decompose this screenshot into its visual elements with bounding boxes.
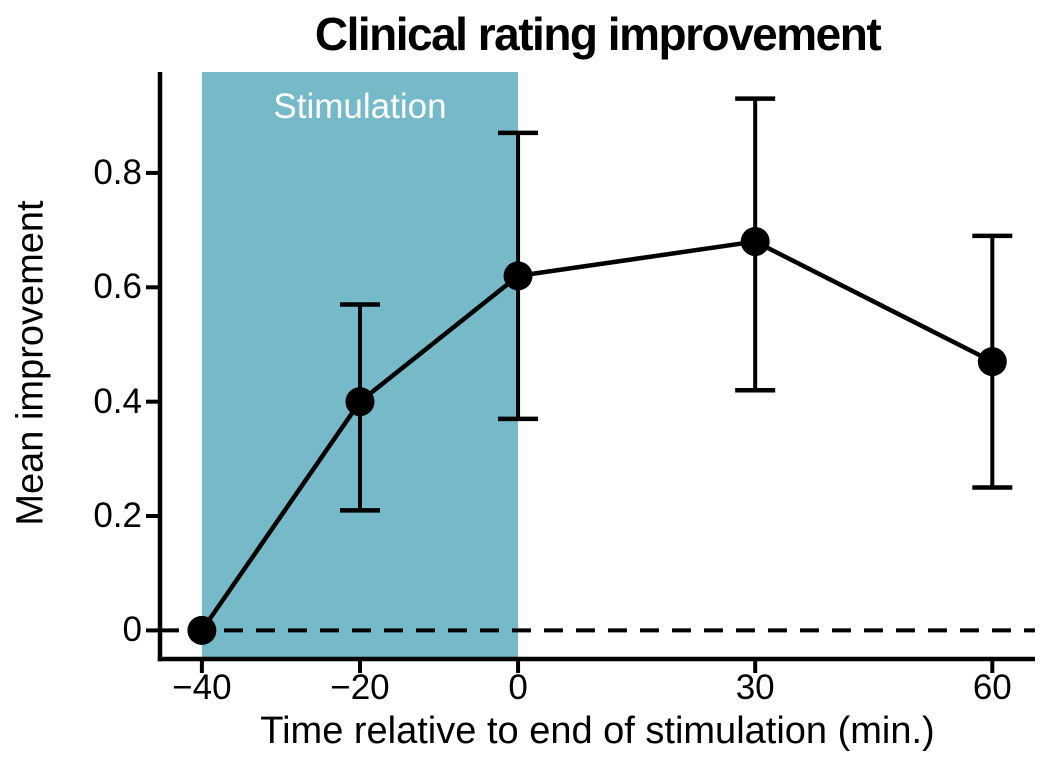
stimulation-band-label: Stimulation	[273, 87, 447, 126]
y-tick-label: 0.4	[93, 381, 142, 421]
x-axis-label: Time relative to end of stimulation (min…	[260, 710, 935, 752]
data-point-marker	[345, 387, 375, 417]
y-tick-label: 0.8	[93, 152, 142, 192]
x-tick-label: 60	[972, 668, 1012, 707]
x-tick-label: 30	[735, 668, 775, 707]
y-axis-label: Mean improvement	[9, 200, 52, 526]
y-tick-label: 0.6	[93, 267, 142, 307]
chart-title: Clinical rating improvement	[314, 8, 882, 60]
x-tick-label: −40	[172, 668, 232, 707]
y-tick-label: 0	[122, 610, 142, 650]
data-point-marker	[740, 227, 770, 257]
x-tick-label: 0	[508, 668, 528, 707]
data-point-marker	[977, 347, 1007, 377]
x-tick-label: −20	[330, 668, 390, 707]
y-tick-label: 0.2	[93, 496, 142, 536]
data-point-marker	[503, 261, 533, 291]
data-point-marker	[187, 615, 217, 645]
